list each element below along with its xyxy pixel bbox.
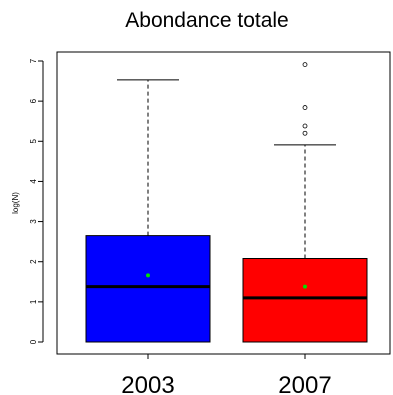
y-axis-label: log(N) [11,192,20,214]
outlier-point [302,130,308,136]
mean-marker [303,284,307,289]
y-tick-label: 1 [29,299,38,304]
boxes-layer [85,62,368,343]
y-axis: 0 1 2 3 4 5 6 7 [29,58,44,344]
y-tick-label: 5 [29,139,38,144]
mean-marker [146,273,150,278]
x-axis: 2003 2007 [121,353,332,395]
box-2003 [85,79,211,343]
y-tick-label: 7 [29,58,38,63]
x-tick-label: 2003 [121,372,174,395]
y-tick-label: 2 [29,259,38,264]
x-tick-label: 2007 [278,372,331,395]
chart-title: Abondance totale [125,9,288,32]
y-tick-label: 6 [29,98,38,103]
iqr-box [242,258,368,343]
box-2007 [242,62,368,343]
y-tick-label: 4 [29,179,38,184]
y-tick-label: 0 [29,339,38,344]
outlier-point [302,105,308,110]
outlier-point [302,62,308,68]
iqr-box [85,235,211,343]
outlier-point [302,123,308,129]
y-tick-label: 3 [29,219,38,224]
